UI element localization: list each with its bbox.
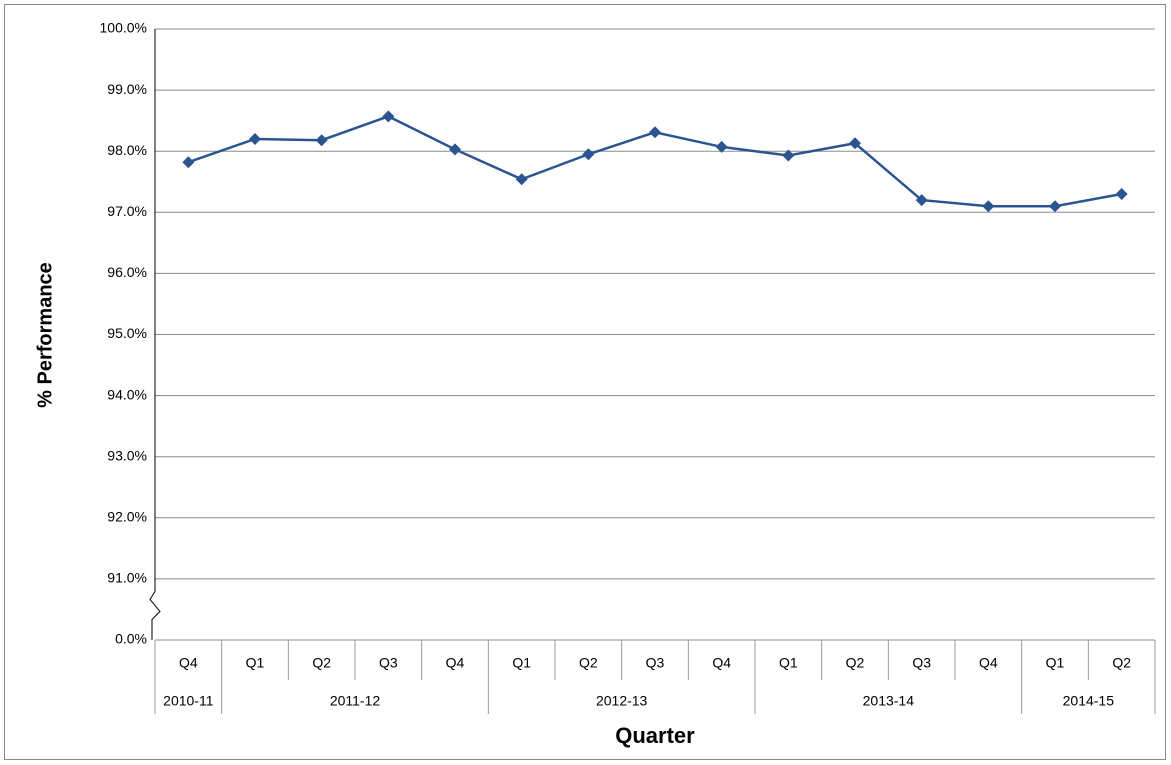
- marker: [915, 194, 928, 207]
- y-tick-label: 95.0%: [107, 325, 147, 341]
- x-tick-label: Q1: [779, 655, 798, 671]
- category-group-label: 2013-14: [863, 693, 915, 709]
- y-axis: [149, 29, 161, 640]
- x-tick-label: Q3: [379, 655, 398, 671]
- marker: [982, 200, 995, 213]
- x-tick-label: Q3: [912, 655, 931, 671]
- marker: [782, 149, 795, 162]
- category-group-label: 2014-15: [1063, 693, 1115, 709]
- chart-border: [4, 4, 1166, 760]
- y-tick-label: 91.0%: [107, 570, 147, 586]
- y-tick-label: 97.0%: [107, 203, 147, 219]
- x-tick-label: Q2: [1112, 655, 1131, 671]
- marker: [182, 156, 195, 169]
- marker: [315, 134, 328, 147]
- y-tick-label: 0.0%: [115, 631, 147, 647]
- y-tick-label: 99.0%: [107, 81, 147, 97]
- y-tick-label: 94.0%: [107, 386, 147, 402]
- y-tick-label: 100.0%: [100, 20, 147, 36]
- x-tick-label: Q4: [179, 655, 198, 671]
- x-tick-label: Q1: [246, 655, 265, 671]
- marker: [515, 173, 528, 186]
- x-tick-label: Q1: [1046, 655, 1065, 671]
- x-tick-label: Q2: [579, 655, 598, 671]
- marker: [449, 143, 461, 156]
- y-tick-label: 98.0%: [107, 142, 147, 158]
- marker: [582, 148, 595, 161]
- marker: [1115, 187, 1128, 200]
- x-tick-label: Q4: [712, 655, 731, 671]
- marker: [649, 126, 661, 139]
- x-tick-label: Q4: [979, 655, 998, 671]
- y-axis-title: % Performance: [34, 262, 56, 408]
- marker: [249, 132, 261, 145]
- x-tick-label: Q3: [646, 655, 665, 671]
- x-tick-label: Q2: [846, 655, 865, 671]
- category-group-label: 2012-13: [596, 693, 648, 709]
- marker: [1049, 200, 1061, 213]
- marker: [382, 110, 395, 123]
- y-tick-label: 92.0%: [107, 509, 147, 525]
- marker: [849, 137, 861, 150]
- x-tick-label: Q4: [446, 655, 465, 671]
- y-tick-label: 96.0%: [107, 264, 147, 280]
- x-tick-label: Q1: [512, 655, 531, 671]
- category-group-label: 2011-12: [330, 693, 381, 709]
- x-axis-title: Quarter: [615, 723, 695, 748]
- category-group-label: 2010-11: [163, 693, 214, 709]
- x-tick-label: Q2: [312, 655, 331, 671]
- y-tick-label: 93.0%: [107, 447, 147, 463]
- marker: [715, 140, 728, 153]
